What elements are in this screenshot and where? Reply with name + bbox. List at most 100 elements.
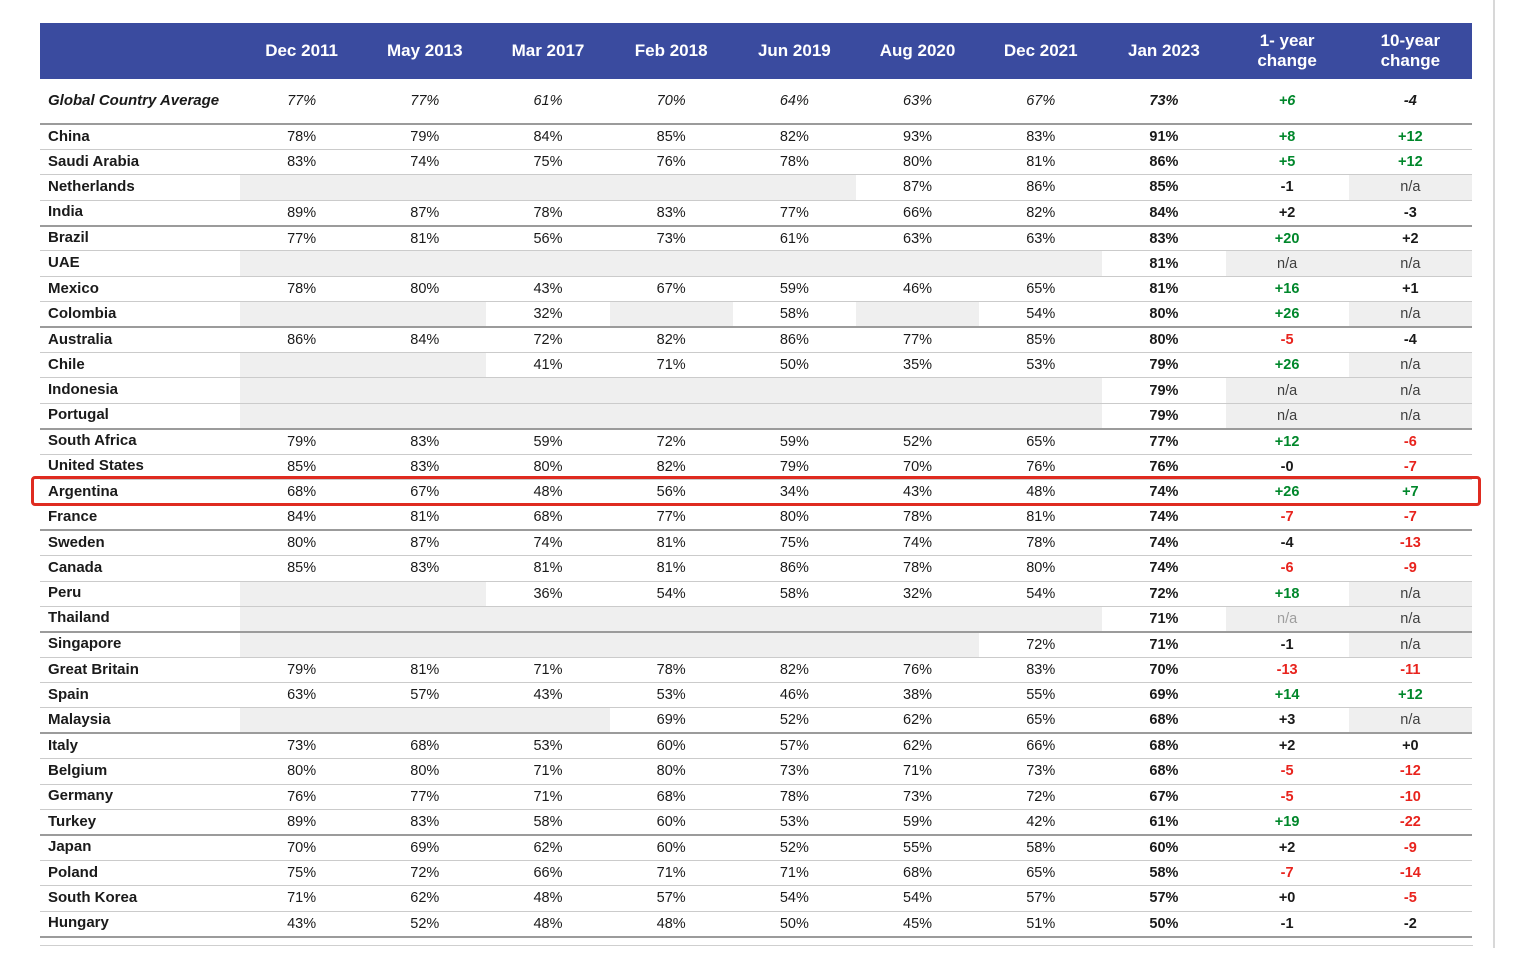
missing-data-cell (240, 606, 364, 633)
missing-data-cell (486, 377, 610, 404)
percent-value: 73% (732, 758, 856, 785)
percent-value: 59% (486, 428, 610, 455)
percent-value: 80% (363, 276, 487, 303)
change-value: -22 (1348, 809, 1472, 836)
missing-data-cell (855, 403, 980, 430)
percent-value: 73% (240, 733, 364, 760)
column-header: Aug 2020 (855, 23, 980, 79)
percent-value: 84% (363, 327, 487, 354)
change-value: -10 (1348, 784, 1472, 811)
table-row: Mexico 78% 80% 43% 67% 59% 46% 65% 81% +16 +1 (40, 276, 1472, 303)
percent-value: 52% (855, 428, 980, 455)
percent-value: 43% (486, 682, 610, 709)
percent-value: 80% (486, 454, 610, 480)
percent-value: 66% (979, 733, 1103, 760)
jan-2023-value: 77% (1102, 428, 1226, 455)
percent-value: 84% (486, 124, 610, 150)
percent-value: 81% (979, 504, 1103, 532)
table-row: Singapore 72% 71% -1 n/a (40, 631, 1472, 658)
change-value: +12 (1348, 682, 1472, 709)
na-value: n/a (1348, 352, 1472, 379)
missing-data-cell (486, 707, 610, 735)
percent-value: 43% (240, 911, 364, 938)
percent-value: 61% (732, 225, 856, 252)
percent-value: 83% (363, 809, 487, 836)
jan-2023-value: 72% (1102, 581, 1226, 607)
percent-value: 78% (855, 555, 980, 582)
percent-value: 81% (486, 555, 610, 582)
page-edge-bottom-line (40, 945, 1473, 946)
percent-value: 56% (609, 479, 733, 506)
country-name: India (40, 200, 241, 227)
country-name: Chile (40, 352, 241, 379)
percent-value: 81% (363, 657, 487, 684)
missing-data-cell (979, 250, 1103, 277)
percent-value: 79% (363, 124, 487, 150)
change-value: -9 (1348, 555, 1472, 582)
percent-value: 86% (732, 555, 856, 582)
percent-value: 65% (979, 707, 1103, 735)
percent-value: 71% (240, 885, 364, 912)
percent-value: 57% (363, 682, 487, 709)
missing-data-cell (609, 631, 733, 658)
percent-value: 32% (486, 301, 610, 329)
table-row: Spain 63% 57% 43% 53% 46% 38% 55% 69% +14 +12 (40, 682, 1472, 709)
percent-value: 76% (609, 149, 733, 176)
missing-data-cell (732, 174, 856, 201)
change-value: -14 (1348, 860, 1472, 887)
percent-value: 89% (240, 809, 364, 836)
country-name: UAE (40, 250, 241, 277)
percent-value: 78% (240, 276, 364, 303)
missing-data-cell (855, 250, 980, 277)
table-row: Colombia 32% 58% 54% 80% +26 n/a (40, 301, 1472, 329)
change-value: +8 (1225, 124, 1349, 150)
percent-value: 48% (609, 911, 733, 938)
percent-value: 77% (609, 504, 733, 532)
na-value: n/a (1348, 581, 1472, 607)
percent-value: 60% (609, 733, 733, 760)
percent-value: 58% (486, 809, 610, 836)
change-value: -7 (1348, 504, 1472, 532)
change-value: -5 (1225, 327, 1349, 354)
percent-value: 78% (979, 530, 1103, 557)
table-row: Malaysia 69% 52% 62% 65% 68% +3 n/a (40, 707, 1472, 735)
jan-2023-value: 80% (1102, 301, 1226, 329)
change-value: -7 (1225, 860, 1349, 887)
percent-value: 80% (855, 149, 980, 176)
percent-value: 82% (732, 657, 856, 684)
change-value: +16 (1225, 276, 1349, 303)
country-name: Great Britain (40, 657, 241, 684)
percent-value: 61% (486, 79, 610, 125)
summary-row: Global Country Average 77% 77% 61% 70% 64% 63%… (40, 79, 1472, 125)
jan-2023-value: 81% (1102, 276, 1226, 303)
missing-data-cell (486, 631, 610, 658)
percent-value: 83% (240, 149, 364, 176)
country-name: Malaysia (40, 707, 241, 735)
table-row: Japan 70% 69% 62% 60% 52% 55% 58% 60% +2 -9 (40, 834, 1472, 861)
percent-value: 34% (732, 479, 856, 506)
missing-data-cell (363, 631, 487, 658)
percent-value: 82% (732, 124, 856, 150)
change-value: -11 (1348, 657, 1472, 684)
percent-value: 73% (855, 784, 980, 811)
percent-value: 57% (732, 733, 856, 760)
percent-value: 80% (240, 758, 364, 785)
change-value: +2 (1225, 733, 1349, 760)
percent-value: 78% (732, 149, 856, 176)
percent-value: 58% (732, 301, 856, 329)
percent-value: 71% (855, 758, 980, 785)
missing-data-cell (486, 606, 610, 633)
percent-value: 52% (732, 834, 856, 861)
percent-value: 78% (609, 657, 733, 684)
change-value: -6 (1225, 555, 1349, 582)
missing-data-cell (240, 377, 364, 404)
missing-data-cell (363, 707, 487, 735)
percent-value: 83% (609, 200, 733, 227)
missing-data-cell (240, 250, 364, 277)
percent-value: 59% (732, 276, 856, 303)
table-row: Australia 86% 84% 72% 82% 86% 77% 85% 80% -5 -4 (40, 327, 1472, 354)
missing-data-cell (979, 403, 1103, 430)
percent-value: 54% (979, 581, 1103, 607)
change-value: -4 (1348, 327, 1472, 354)
percent-value: 83% (363, 454, 487, 480)
